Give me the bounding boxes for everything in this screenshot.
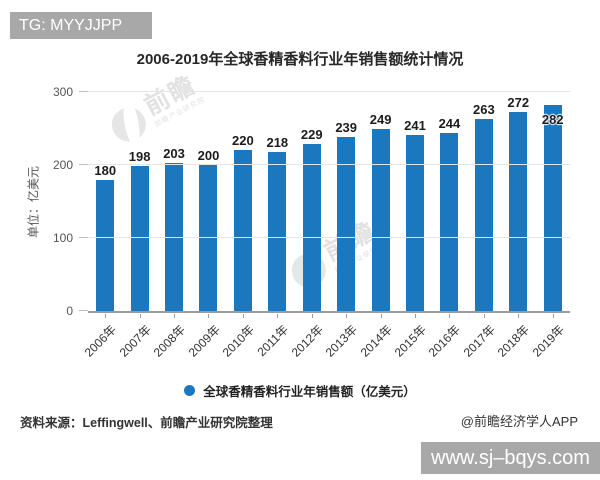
bar-value-label: 200 bbox=[197, 148, 220, 164]
x-axis-cell: 2008年 bbox=[151, 314, 191, 370]
x-axis-tick bbox=[174, 314, 176, 318]
bar bbox=[406, 135, 424, 311]
bar bbox=[233, 150, 252, 311]
x-axis-tick bbox=[105, 314, 107, 318]
bar-value-label: 241 bbox=[404, 118, 426, 134]
tg-contact-badge: TG: MYYJJPP bbox=[10, 12, 152, 39]
legend-label: 全球香精香料行业年销售额（亿美元） bbox=[203, 385, 416, 399]
data-source-note: 资料来源：Leffingwell、前瞻产业研究院整理 bbox=[20, 416, 273, 430]
bar-column: 203 bbox=[157, 92, 191, 311]
bar-column: 229 bbox=[295, 92, 329, 311]
plot-area: 180 198 203 200 220 218 229 239 249 241 244 263 272 2… bbox=[53, 85, 570, 318]
x-axis-cell: 2015年 bbox=[392, 314, 432, 370]
bar-value-label: 203 bbox=[163, 145, 185, 161]
y-axis-tick-label: 100 bbox=[52, 231, 73, 246]
bar bbox=[474, 119, 493, 311]
bar-value-label: 249 bbox=[369, 112, 392, 128]
legend-marker-icon bbox=[184, 385, 196, 396]
gridline bbox=[88, 237, 570, 239]
bar-column: 239 bbox=[329, 92, 363, 311]
x-axis-tick bbox=[483, 314, 485, 318]
bar bbox=[130, 166, 149, 311]
x-axis-tick bbox=[242, 314, 244, 318]
bar-value-label: 229 bbox=[300, 126, 323, 142]
y-axis-title: 单位：亿美元 bbox=[26, 165, 41, 239]
gridline bbox=[88, 164, 570, 166]
x-axis-tick bbox=[518, 314, 520, 318]
y-axis-tick bbox=[79, 164, 88, 166]
y-axis-tick bbox=[79, 91, 88, 92]
x-axis-tick bbox=[139, 314, 141, 318]
y-axis-tick bbox=[79, 237, 88, 239]
bars-row: 180 198 203 200 220 218 229 239 249 241 244 263 272 2… bbox=[88, 92, 570, 311]
bar-column: 198 bbox=[122, 92, 156, 311]
bar-column: 241 bbox=[398, 92, 432, 311]
x-axis-tick bbox=[208, 314, 210, 318]
bar-value-label: 272 bbox=[507, 95, 530, 111]
y-axis-tick-label: 300 bbox=[52, 85, 73, 99]
bar-value-label: 282 bbox=[541, 112, 564, 128]
bar-value-label: 180 bbox=[94, 162, 117, 178]
x-axis-tick bbox=[449, 314, 451, 318]
bar-column: 180 bbox=[88, 92, 122, 311]
bar bbox=[371, 129, 390, 311]
x-axis-cell: 2017年 bbox=[461, 314, 501, 370]
x-axis-cell: 2016年 bbox=[426, 314, 466, 370]
x-axis-cell: 2006年 bbox=[82, 314, 122, 370]
bar-value-label: 239 bbox=[335, 119, 358, 135]
bar-column: 244 bbox=[432, 92, 466, 311]
x-axis-cell: 2019年 bbox=[530, 314, 569, 370]
bar-value-label: 244 bbox=[438, 115, 461, 131]
y-axis-tick-label: 200 bbox=[52, 158, 73, 173]
bar bbox=[302, 143, 321, 311]
x-axis-tick-label: 2006年 bbox=[82, 322, 120, 360]
bar-value-label: 220 bbox=[232, 133, 254, 149]
x-axis-cell: 2009年 bbox=[185, 314, 225, 370]
x-axis: 2006年 2007年 2008年 2009年 2010年 2011年 2012年 2013年… bbox=[82, 314, 570, 370]
x-axis-cell: 2018年 bbox=[495, 314, 535, 370]
bar-column: 249 bbox=[363, 92, 397, 311]
bar bbox=[440, 132, 459, 311]
x-axis-cell: 2013年 bbox=[323, 314, 363, 370]
bar-value-label: 263 bbox=[473, 102, 495, 118]
bar bbox=[509, 112, 528, 311]
x-axis-tick bbox=[311, 314, 313, 318]
x-axis-tick bbox=[552, 314, 554, 318]
bar-column: 218 bbox=[260, 92, 294, 311]
gridline bbox=[88, 91, 570, 92]
y-axis-tick-label: 0 bbox=[66, 304, 73, 318]
bar-column: 282 bbox=[535, 92, 569, 311]
x-axis-tick-label: 2011年 bbox=[254, 322, 292, 360]
bar bbox=[268, 151, 287, 311]
credit-note: @前瞻经济学人APP bbox=[460, 414, 578, 429]
bar bbox=[96, 179, 115, 311]
bar bbox=[165, 162, 184, 311]
bar-column: 263 bbox=[467, 92, 501, 311]
bar-column: 272 bbox=[501, 92, 535, 311]
bar bbox=[337, 136, 356, 311]
website-badge: www.sj–bqys.com bbox=[421, 442, 600, 474]
x-axis-tick bbox=[346, 314, 348, 318]
x-axis-cell: 2012年 bbox=[289, 314, 329, 370]
x-axis-cell: 2014年 bbox=[357, 314, 397, 370]
x-axis-tick bbox=[415, 314, 416, 318]
y-axis-tick bbox=[79, 310, 88, 311]
bar-value-label: 198 bbox=[128, 149, 151, 165]
x-axis-tick bbox=[277, 314, 279, 318]
bar-column: 220 bbox=[226, 92, 260, 311]
x-axis-cell: 2007年 bbox=[116, 314, 156, 370]
chart-title: 2006-2019年全球香精香料行业年销售额统计情况 bbox=[136, 51, 464, 68]
x-axis-cell: 2011年 bbox=[255, 314, 294, 370]
x-axis-cell: 2010年 bbox=[220, 314, 260, 370]
legend: 全球香精香料行业年销售额（亿美元） bbox=[0, 381, 600, 400]
bar-column: 200 bbox=[191, 92, 225, 311]
x-axis-tick bbox=[380, 314, 382, 318]
bar bbox=[543, 105, 562, 311]
bar-value-label: 218 bbox=[266, 134, 289, 150]
